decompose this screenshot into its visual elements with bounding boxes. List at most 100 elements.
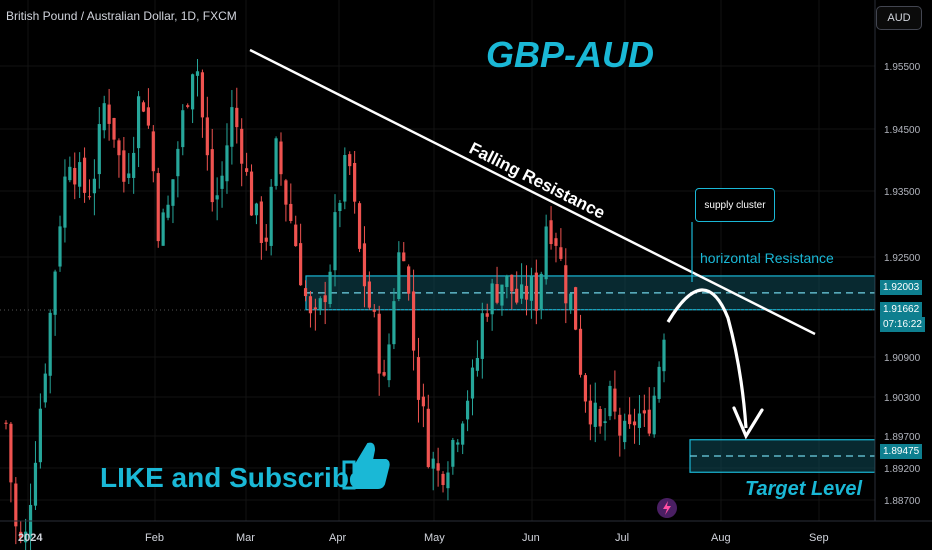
candle-body [269, 186, 273, 246]
supply-cluster-callout: supply cluster [695, 188, 775, 222]
candle-body [465, 400, 470, 420]
candle-body [461, 423, 465, 445]
x-tick-label: 2024 [18, 532, 43, 544]
candle-body [441, 473, 445, 486]
y-tick-label: 1.89700 [884, 432, 921, 443]
candle-body [151, 131, 155, 172]
candle-body [200, 72, 205, 118]
candle-body [102, 103, 106, 131]
candle-body [470, 367, 475, 399]
candle-body [338, 202, 342, 211]
projection-arrow [666, 288, 748, 429]
current-price-badge: 1.91662 [880, 302, 923, 317]
x-tick-label: Apr [329, 532, 346, 544]
candle-body [357, 203, 362, 249]
countdown-badge: 07:16:22 [880, 317, 925, 332]
y-tick-label: 1.94500 [884, 125, 921, 136]
candle-body [38, 408, 42, 463]
candle-body [318, 298, 322, 311]
candle-body [78, 162, 82, 187]
candle-body [303, 288, 308, 297]
target-level-text: Target Level [745, 478, 863, 500]
candle-body [343, 155, 347, 202]
candle-body [632, 421, 637, 426]
candle-body [48, 312, 52, 376]
lightning-logo-icon[interactable] [656, 497, 678, 519]
candle-body [259, 201, 263, 243]
candle-body [43, 373, 47, 403]
candle-body [583, 375, 588, 402]
candle-body [574, 287, 578, 330]
candle-body [132, 152, 136, 178]
candle-body [426, 408, 430, 467]
candle-body [328, 271, 332, 305]
candle-body [122, 150, 126, 182]
y-tick-label: 1.92500 [884, 253, 921, 264]
candle-body [397, 252, 401, 300]
chart-title-annotation: GBP-AUD [486, 34, 654, 75]
candle-body [603, 421, 607, 424]
falling-resistance-line [249, 48, 816, 336]
candle-body [333, 212, 337, 271]
x-tick-label: Mar [236, 532, 255, 544]
currency-button[interactable]: AUD [876, 6, 922, 30]
candle-body [186, 105, 190, 107]
candle-body [176, 148, 180, 177]
like-subscribe-text: LIKE and Subscribe [100, 462, 365, 493]
candle-body [362, 243, 367, 287]
candle-body [323, 295, 327, 303]
candle-body [284, 180, 288, 205]
candle-body [166, 204, 170, 218]
candle-body [652, 395, 656, 435]
candle-body [382, 372, 386, 376]
candle-body [490, 283, 494, 315]
candle-body [402, 252, 406, 262]
resistance-price-badge: 1.92003 [880, 280, 923, 295]
candle-body [117, 140, 121, 156]
candle-body [593, 402, 597, 427]
candle-body [588, 400, 592, 425]
candle-body [161, 212, 165, 246]
candle-body [578, 328, 583, 375]
candle-body [510, 274, 514, 292]
candle-body [416, 357, 421, 400]
candle-body [519, 284, 524, 299]
candle-body [559, 247, 563, 259]
candle-body [63, 176, 67, 228]
candle-body [569, 293, 573, 310]
candle-body [524, 285, 529, 300]
candle-body [141, 102, 146, 112]
candle-body [92, 178, 96, 194]
candle-body [289, 203, 293, 221]
candle-body [637, 413, 642, 428]
candle-body [564, 265, 568, 304]
candle-body [97, 124, 101, 175]
candle-body [421, 396, 425, 407]
candle-body [485, 313, 489, 317]
y-tick-label: 1.95500 [884, 62, 921, 73]
candle-body [249, 171, 254, 216]
candle-body [367, 281, 371, 308]
candle-body [534, 272, 538, 311]
candle-body [156, 173, 160, 242]
target-price-badge: 1.89475 [880, 444, 923, 459]
x-tick-label: May [424, 532, 445, 544]
candle-body [436, 463, 440, 471]
candle-body [554, 238, 558, 246]
candle-body [377, 313, 381, 374]
x-tick-label: Jun [522, 532, 540, 544]
candle-body [171, 179, 175, 206]
symbol-header: British Pound / Australian Dollar, 1D, F… [6, 9, 237, 23]
candle-body [181, 110, 185, 148]
candle-body [628, 414, 632, 425]
candle-body [68, 166, 72, 181]
candle-body [647, 409, 651, 434]
candle-body [451, 439, 455, 467]
candle-body [9, 423, 13, 483]
candle-body [53, 271, 57, 315]
candle-body [480, 313, 484, 359]
y-tick-label: 1.90300 [884, 393, 921, 404]
y-tick-label: 1.93500 [884, 187, 921, 198]
